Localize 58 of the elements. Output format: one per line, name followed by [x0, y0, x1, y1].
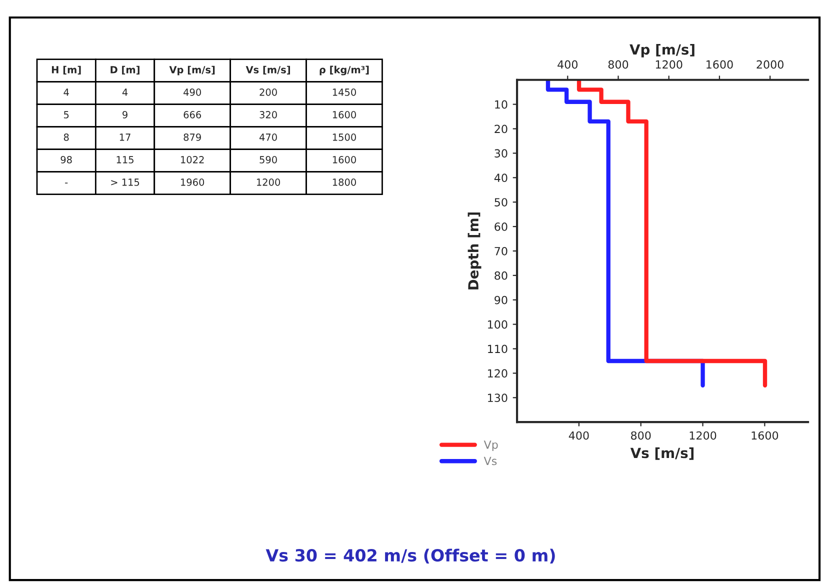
text: 320	[260, 111, 277, 118]
x2-tick-label: 800	[608, 60, 628, 69]
text: 4	[122, 88, 128, 96]
y-tick-label: 130	[488, 394, 508, 402]
text: 1600	[332, 111, 356, 118]
text: 1450	[332, 88, 356, 96]
x-tick-label: 800	[631, 431, 651, 440]
text: 1200	[256, 178, 280, 186]
y-tick-label: 10	[495, 100, 508, 109]
text: 1600	[332, 156, 356, 164]
y-tick-label: 30	[494, 149, 508, 158]
text: > 115	[111, 178, 140, 186]
category-label: H [m]	[52, 66, 81, 75]
x-tick-label: 1600	[752, 431, 778, 440]
category-label: D [m]	[110, 66, 140, 75]
text: 1800	[332, 178, 356, 186]
y-axis-title: Depth [m]	[468, 212, 482, 290]
text: 490	[184, 88, 201, 96]
text: 879	[184, 134, 201, 141]
text: 8	[64, 134, 69, 141]
x-tick-label: 1200	[690, 431, 716, 440]
legend-label: Vs	[484, 456, 497, 466]
x-axis-title: Vs [m/s]	[630, 447, 694, 460]
text: -	[65, 182, 68, 184]
text: 200	[260, 88, 277, 96]
legend-label: Vp	[484, 440, 498, 452]
y-tick-label: 70	[494, 246, 508, 256]
x2-tick-label: 400	[558, 60, 578, 69]
text: 1960	[181, 178, 204, 186]
text: 5	[64, 111, 69, 118]
y-tick-label: 120	[488, 369, 508, 378]
text: 4	[64, 88, 69, 96]
y-tick-label: 80	[494, 271, 508, 280]
text: 9	[122, 111, 128, 118]
y-tick-label: 50	[494, 198, 508, 206]
y-tick-label: 40	[494, 174, 508, 182]
text: 17	[120, 134, 130, 141]
category-label: Vs [m/s]	[246, 66, 290, 75]
y-tick-label: 100	[488, 320, 508, 329]
text: 1022	[181, 156, 204, 164]
text: 666	[184, 111, 202, 118]
text: 1500	[332, 134, 356, 141]
y-tick-label: 60	[494, 222, 508, 231]
y-tick-label: 90	[494, 296, 508, 304]
text: 590	[260, 156, 277, 164]
y-tick-label: 110	[488, 344, 508, 354]
text: 115	[116, 156, 134, 164]
x2-tick-label: 1600	[706, 60, 733, 69]
x2-axis-title: Vp [m/s]	[630, 44, 694, 58]
text: Vs 30 = 402 m/s (Offset = 0 m)	[266, 548, 555, 564]
category-label: Vp [m/s]	[169, 66, 215, 76]
category-label: ρ [kg/m³]	[320, 66, 369, 76]
text: 470	[260, 134, 277, 141]
text: 98	[60, 156, 72, 164]
y-tick-label: 20	[494, 124, 508, 134]
x2-tick-label: 2000	[756, 60, 784, 69]
x2-tick-label: 1200	[656, 60, 682, 69]
x-tick-label: 400	[568, 431, 589, 440]
